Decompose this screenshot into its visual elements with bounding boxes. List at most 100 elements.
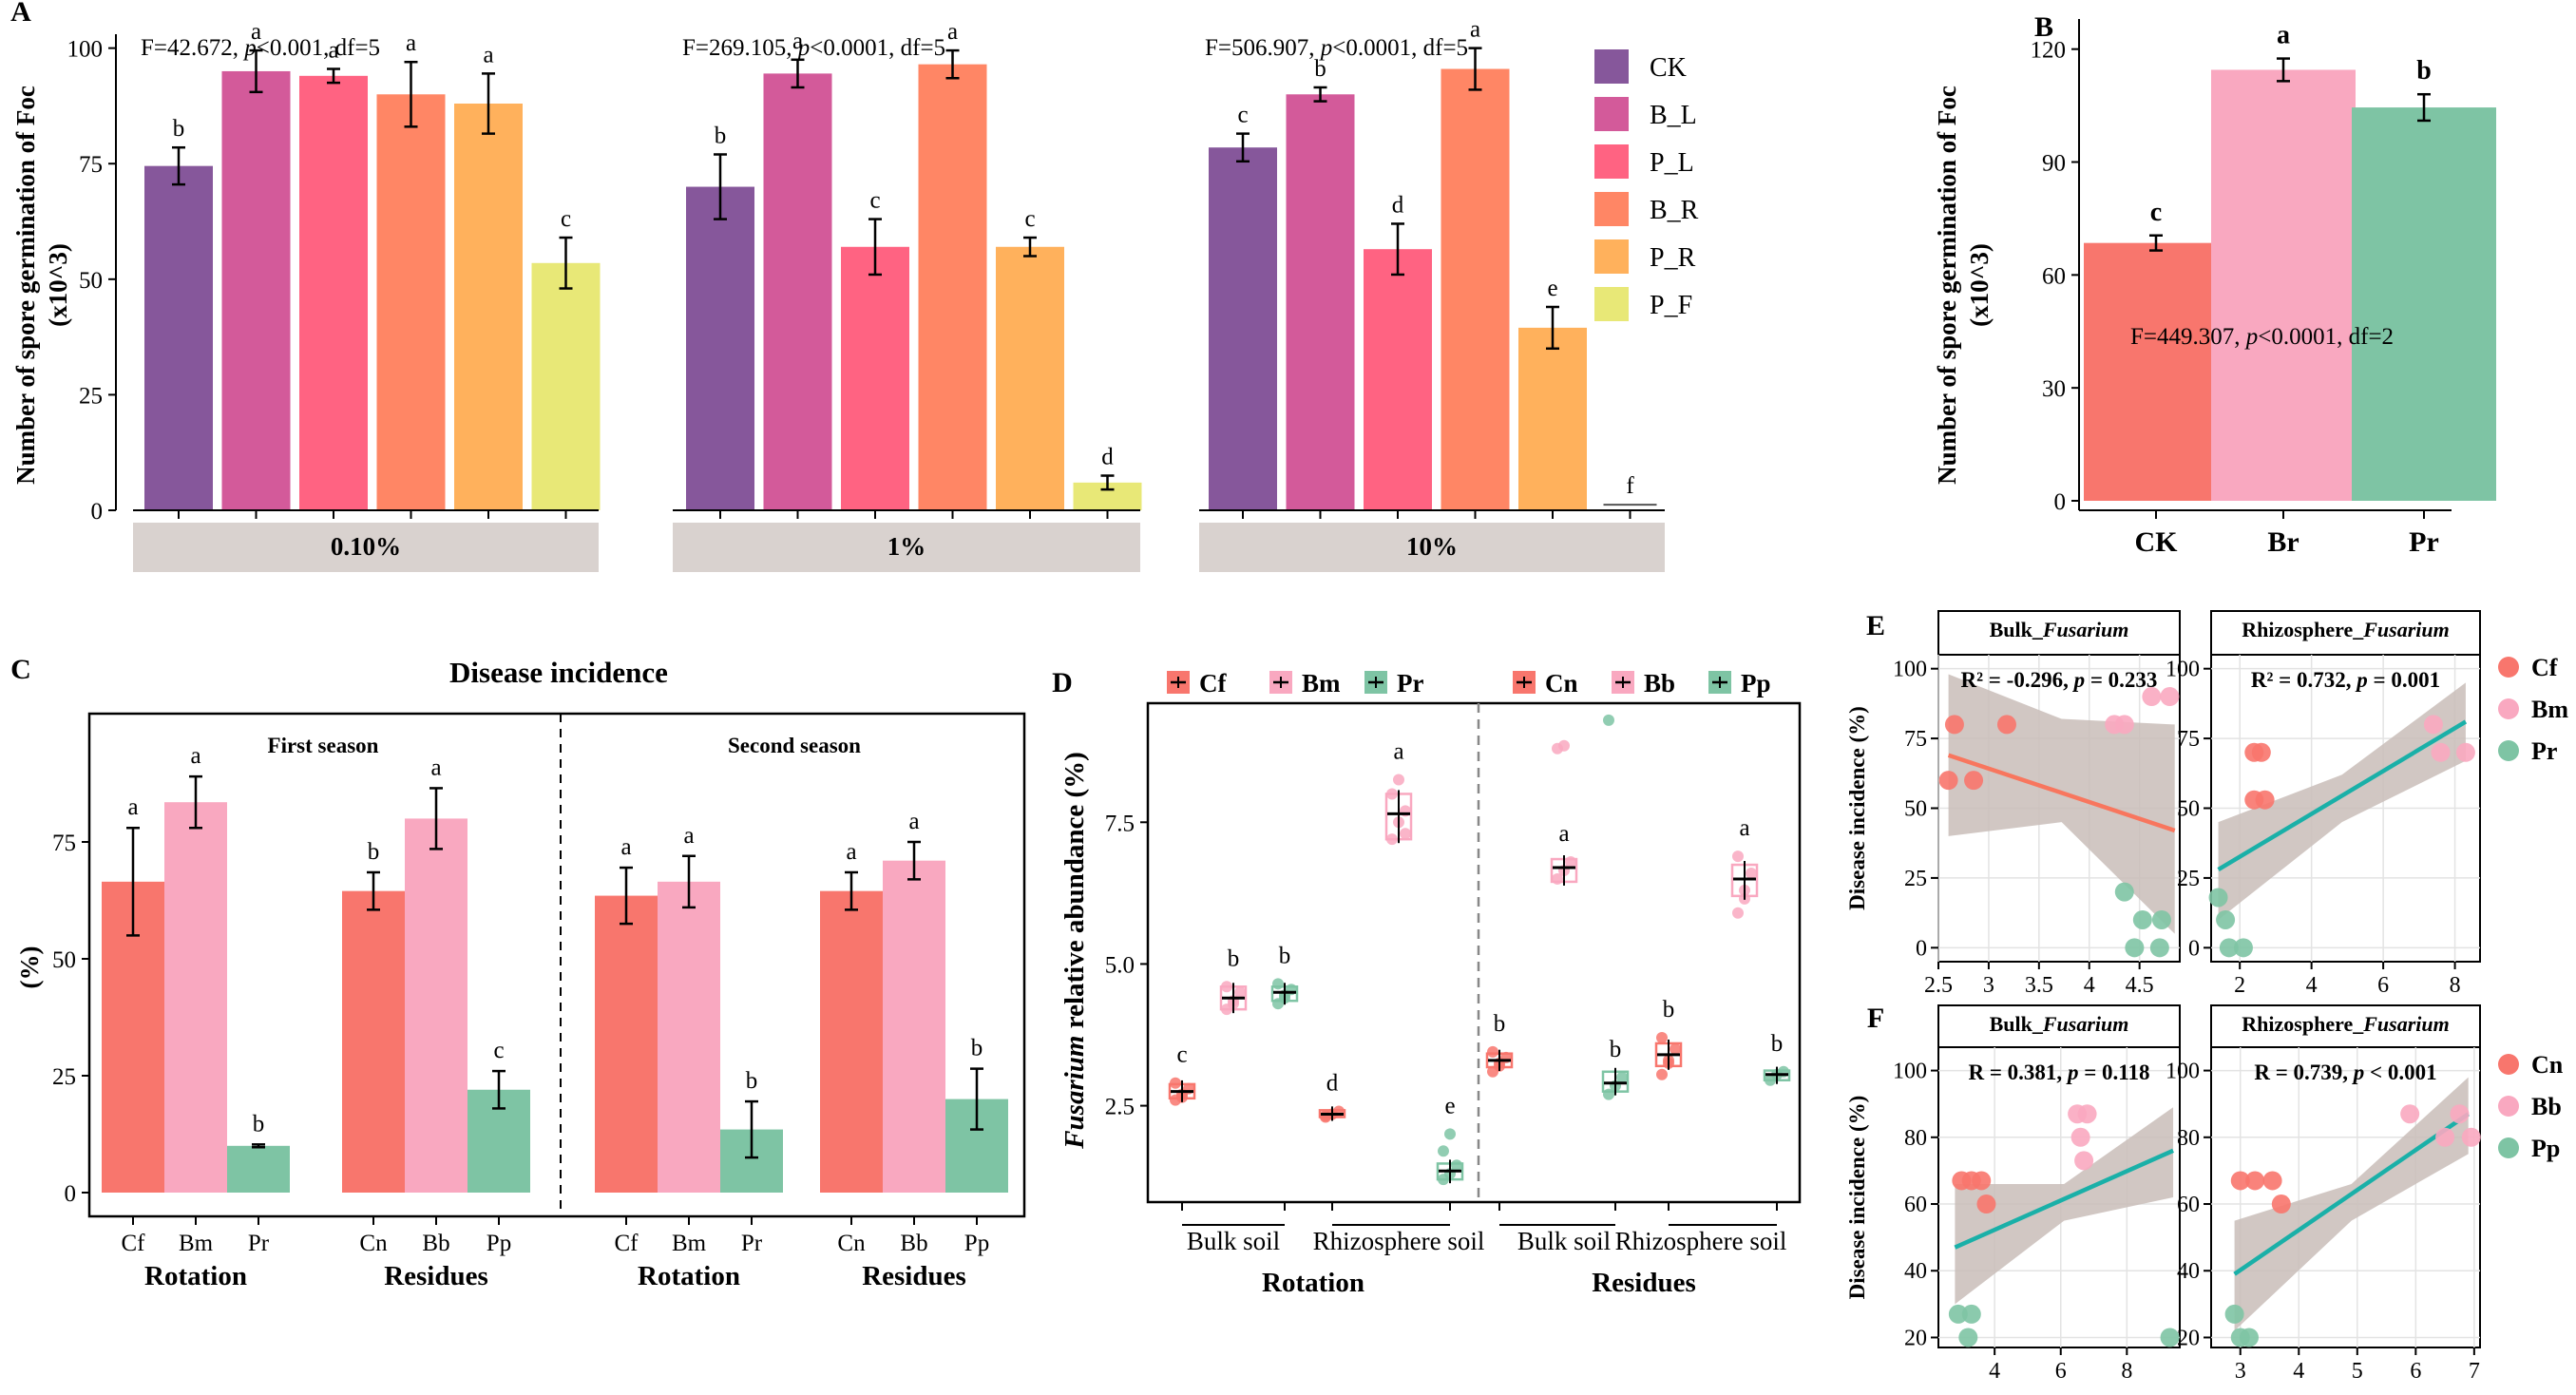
panel-f-y-tick-label: 40 xyxy=(1904,1259,1927,1284)
panel-d-point xyxy=(1732,907,1744,919)
panel-d-point xyxy=(1393,774,1404,786)
panel-f-x-tick-label: 3 xyxy=(2235,1359,2246,1384)
panel-e-point-pr xyxy=(2132,909,2152,929)
panel-d-sig-letter: b xyxy=(1610,1037,1622,1062)
panel-f-point-cn xyxy=(2230,1171,2250,1191)
panel-e-point-cf xyxy=(2255,790,2275,810)
panel-f-point-pp xyxy=(1948,1304,1968,1324)
panel-a-sig-letter: d xyxy=(1101,445,1114,470)
panel-e-point-cf xyxy=(1964,771,1984,791)
panel-d-legend-label: Cf xyxy=(1199,669,1227,698)
panel-b-bar-br xyxy=(2211,69,2356,501)
panel-d-legend-label: Bm xyxy=(1302,669,1341,698)
panel-f-annotation: R = 0.739, p < 0.001 xyxy=(2254,1061,2436,1084)
panel-c-y-label: (%) xyxy=(15,946,44,989)
panel-b-y-tick-label: 120 xyxy=(2031,38,2067,64)
panel-c-bar-bm xyxy=(658,881,720,1193)
panel-b-bar-pr xyxy=(2352,107,2496,501)
panel-e-annotation: R² = 0.732, p = 0.001 xyxy=(2251,668,2440,692)
panel-e-point-pr xyxy=(2216,909,2236,929)
panel-e-point-cf xyxy=(2251,742,2271,762)
panel-c-x-tick-label: Pr xyxy=(741,1231,763,1256)
panel-f-legend-key-bb xyxy=(2498,1096,2519,1117)
panel-a-y-label-unit: (x10^3) xyxy=(44,243,72,327)
panel-a-legend-label: P_R xyxy=(1650,243,1696,273)
panel-e-legend-key-pr xyxy=(2498,740,2519,761)
panel-c-x-tick-label: Bm xyxy=(179,1231,214,1256)
panel-d-point xyxy=(1558,739,1570,752)
panel-b-y-tick-label: 60 xyxy=(2042,263,2066,289)
panel-a-bar-b_l xyxy=(763,73,832,511)
panel-d-subgroup-label: Rhizosphere soil xyxy=(1313,1227,1485,1255)
panel-f-facet-strip xyxy=(1937,1004,2181,1048)
panel-a-bar-b_l xyxy=(1286,94,1355,510)
panel-c-sig-letter: a xyxy=(127,794,138,820)
panel-a-facet-label: 10% xyxy=(1406,532,1458,561)
panel-a-sig-letter: b xyxy=(173,116,185,142)
panel-a-facet-strip xyxy=(673,523,1140,572)
panel-f-x-tick-label: 6 xyxy=(2055,1359,2067,1384)
panel-e-facet-label: Bulk_Fusarium xyxy=(1990,618,2129,641)
panel-e-point-bm xyxy=(2114,715,2134,735)
panel-e-y-tick-label: 75 xyxy=(1904,727,1927,752)
panel-f-legend-label: Cn xyxy=(2531,1051,2564,1079)
panel-a-bar-p_r xyxy=(996,246,1064,510)
panel-c-x-tick-label: Cf xyxy=(122,1231,146,1256)
panel-a-sig-letter: b xyxy=(1314,56,1326,82)
panel-f-point-pp xyxy=(1958,1328,1978,1347)
panel-f-confidence-band xyxy=(2234,1077,2469,1331)
panel-d-legend-label: Pp xyxy=(1741,669,1771,698)
panel-f-facet-label: Bulk_Fusarium xyxy=(1990,1012,2129,1036)
panel-d-sig-letter: b xyxy=(1279,943,1291,968)
panel-c-x-tick-label: Cn xyxy=(359,1231,388,1256)
panel-e-y-tick-label: 50 xyxy=(2177,797,2200,822)
panel-b-sig-letter: b xyxy=(2416,56,2432,86)
panel-f-point-bb xyxy=(2450,1104,2470,1124)
panel-e-point-cf xyxy=(1996,715,2016,735)
panel-e-x-tick-label: 4 xyxy=(2306,973,2318,998)
panel-a-bar-b_l xyxy=(221,70,291,511)
panel-d-point xyxy=(1438,1145,1449,1157)
panel-f-y-tick-label: 80 xyxy=(1904,1126,1927,1151)
panel-b-y-label-unit: (x10^3) xyxy=(1965,243,1994,327)
panel-f-legend-key-cn xyxy=(2498,1054,2519,1075)
panel-b-x-tick-label: CK xyxy=(2135,526,2179,558)
panel-c-sig-letter: a xyxy=(908,809,919,834)
panel-d-sig-letter: c xyxy=(1176,1042,1187,1068)
panel-e-legend-key-cf xyxy=(2498,657,2519,678)
panel-f-x-tick-label: 4 xyxy=(2293,1359,2304,1384)
panel-e-legend-label: Cf xyxy=(2531,654,2558,681)
panel-e-point-pr xyxy=(2208,888,2228,908)
panel-f-y-tick-label: 40 xyxy=(2177,1259,2200,1284)
panel-f-fit-line xyxy=(1954,1148,2174,1250)
panel-f-point-cn xyxy=(1976,1194,1996,1214)
panel-d-legend-label: Cn xyxy=(1545,669,1578,698)
panel-f-legend-key-pp xyxy=(2498,1137,2519,1158)
panel-f-point-cn xyxy=(1972,1171,1992,1191)
panel-a-y-label: Number of spore germination of Foc xyxy=(11,86,40,485)
panel-a-sig-letter: e xyxy=(1547,276,1557,301)
panel-c-y-tick-label: 0 xyxy=(65,1181,77,1207)
panel-f-point-bb xyxy=(2435,1127,2455,1147)
panel-d-sig-letter: d xyxy=(1326,1071,1339,1097)
panel-a-sig-letter: a xyxy=(483,42,493,67)
panel-b-stat-text: F=449.307, p<0.0001, df=2 xyxy=(2130,324,2394,350)
panel-c-bar-bb xyxy=(405,818,467,1193)
panel-e-x-tick-label: 4.5 xyxy=(2126,973,2154,998)
panel-a-legend-key-p_r xyxy=(1594,239,1629,274)
panel-f-fit-line xyxy=(2233,1112,2470,1276)
panel-e-x-tick-label: 2.5 xyxy=(1924,973,1953,998)
panel-e-x-tick-label: 8 xyxy=(2450,973,2461,998)
panel-c-sig-letter: b xyxy=(971,1036,983,1061)
panel-e-legend-label: Bm xyxy=(2531,696,2568,723)
panel-d-group-label: Residues xyxy=(1592,1268,1696,1298)
panel-f-confidence-band xyxy=(1955,1107,2174,1305)
panel-a-bar-ck xyxy=(144,165,213,510)
panel-a-sig-letter: f xyxy=(1626,473,1634,499)
panel-a-facet-strip xyxy=(133,523,599,572)
panel-c-group-label: Residues xyxy=(384,1261,488,1291)
panel-e-point-pr xyxy=(2233,938,2253,958)
panel-a-bar-p_r xyxy=(1518,327,1587,510)
panel-f-x-tick-label: 8 xyxy=(2121,1359,2132,1384)
